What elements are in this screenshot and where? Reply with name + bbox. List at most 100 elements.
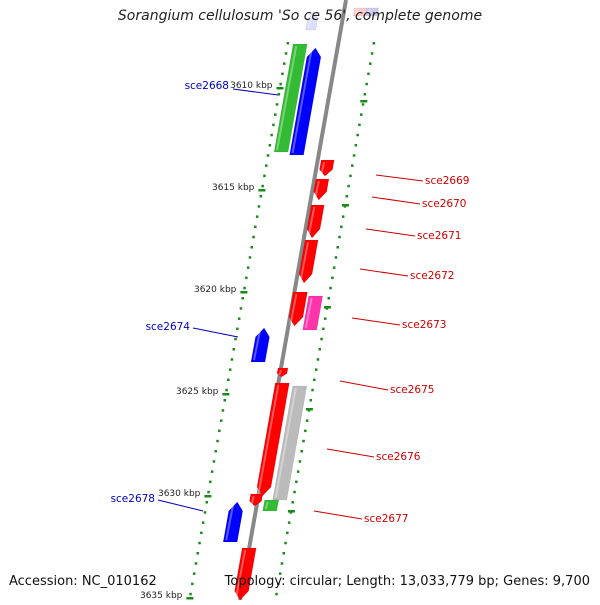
gene-feature[interactable] [298,239,319,284]
scale-tick [286,531,289,535]
scale-tick [218,429,221,433]
major-tick [222,393,230,396]
gene-feature[interactable] [234,547,257,601]
major-tick [305,408,313,411]
major-tick [276,87,284,90]
gene-feature[interactable] [302,295,324,331]
scale-tick [329,286,332,290]
gene-feature-shine [299,241,310,282]
gene-feature[interactable] [222,501,244,543]
scale-tick [200,531,203,535]
scale-tick [338,235,341,239]
gene-feature-shine [225,503,235,541]
gene-feature[interactable] [319,159,335,177]
scale-tick [257,205,261,208]
scale-tick [232,348,235,351]
major-tick [342,204,349,207]
scale-tick [234,337,237,341]
gene-label[interactable]: sce2673 [402,319,446,331]
scale-tick [287,521,291,524]
scale-tick [201,521,205,524]
scale-tick [358,123,361,127]
scale-tick [216,439,219,443]
scale-tick [261,184,264,188]
gene-label[interactable]: sce2672 [410,270,454,282]
scale-label: 3635 kbp [140,591,183,600]
gene-feature-shine [250,495,255,505]
scale-tick [282,552,285,555]
gene-features [222,7,379,601]
scale-label: 3630 kbp [158,489,201,499]
gene-label[interactable]: sce2669 [425,175,469,187]
scale-tick [192,572,196,575]
scale-tick [237,317,241,320]
gene-feature[interactable] [313,178,330,201]
gene-label[interactable]: sce2674 [146,321,191,333]
scale-tick [363,93,367,96]
scale-tick [313,378,316,382]
major-tick [186,597,194,600]
gene-label[interactable]: sce2668 [185,80,229,92]
gene-label[interactable]: sce2676 [376,451,421,463]
gene-feature[interactable] [305,11,318,31]
gene-feature[interactable] [256,382,290,497]
gene-leader-line [371,196,421,205]
major-tick [287,510,295,513]
scale-tick [327,297,330,300]
gene-leader-line [365,228,416,237]
scale-tick [284,541,287,545]
scale-tick [341,215,345,218]
scale-tick [280,562,284,565]
gene-feature[interactable] [288,291,308,327]
gene-feature-shine [367,9,371,15]
scale-label: 3615 kbp [212,183,255,193]
genome-title: Sorangium cellulosum 'So ce 56', complet… [117,8,483,24]
scale-tick [354,144,358,147]
scale-tick [302,439,305,443]
gene-feature[interactable] [272,385,308,501]
scale-tick [255,215,259,218]
gene-label[interactable]: sce2670 [422,198,466,210]
gene-feature[interactable] [262,499,280,512]
scale-tick [332,266,336,269]
scale-tick [203,511,207,514]
scale-tick [298,460,302,463]
scale-tick [241,297,244,300]
gene-feature[interactable] [289,47,322,156]
scale-tick [323,317,327,320]
scale-tick [367,72,370,76]
gene-feature[interactable] [364,7,379,17]
scale-tick [265,164,268,167]
gene-feature[interactable] [250,327,270,363]
scale-tick [230,358,234,361]
scale-tick [304,429,307,433]
gene-label[interactable]: sce2675 [390,384,434,396]
gene-leader-line [375,174,424,182]
scale-tick [225,388,228,392]
gene-label[interactable]: sce2677 [364,513,408,525]
scale-tick [295,480,298,484]
scale-tick [281,72,284,76]
scale-tick [246,266,250,269]
scale-tick [227,378,230,382]
gene-label[interactable]: sce2678 [111,493,155,505]
scale-tick [331,276,334,280]
gene-feature[interactable] [276,367,289,378]
scale-tick [320,337,323,341]
scale-tick [196,552,199,555]
scale-tick [198,541,201,545]
gene-feature[interactable] [249,493,264,507]
scale-tick [221,409,225,412]
gene-feature-shine [320,161,326,175]
gene-feature[interactable] [306,204,325,239]
gene-feature-shine [278,369,282,376]
major-tick [360,100,368,103]
gene-label[interactable]: sce2671 [417,230,461,242]
scale-tick [205,501,208,504]
gene-leader-line [157,499,204,512]
gene-feature[interactable] [273,43,308,153]
scale-tick [345,195,349,198]
scale-tick [369,62,372,65]
major-tick [204,495,212,498]
scale-tick [194,562,198,565]
